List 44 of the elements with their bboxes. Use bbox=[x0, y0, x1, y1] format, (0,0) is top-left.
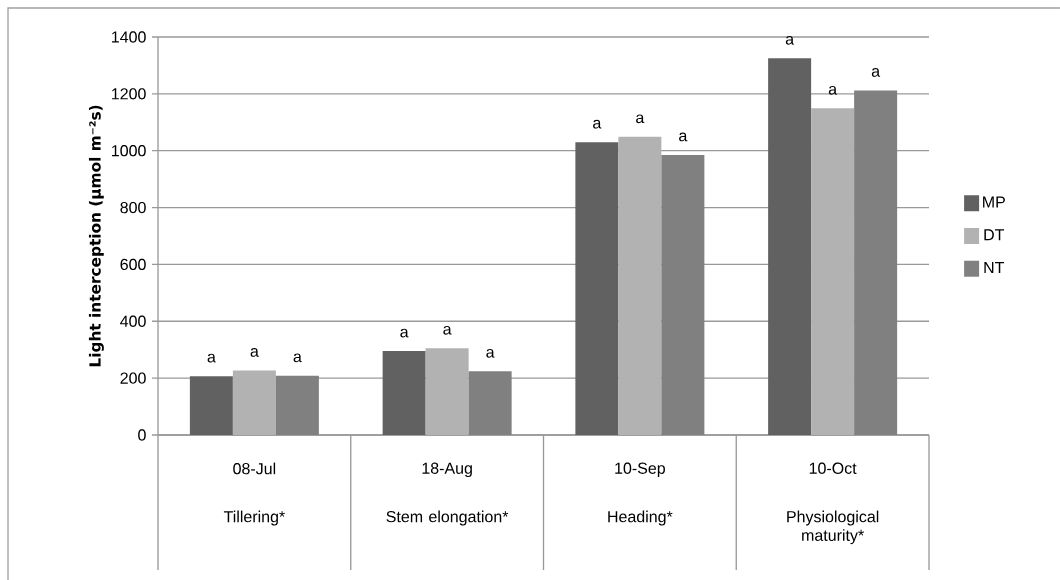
bar bbox=[854, 90, 898, 435]
data-label: a bbox=[871, 68, 881, 77]
text: Tillering* bbox=[223, 510, 285, 526]
data-label: a bbox=[636, 114, 645, 124]
bar bbox=[425, 348, 469, 435]
x-tick-label: 08-Jul bbox=[233, 462, 276, 475]
text: Heading* bbox=[608, 510, 673, 526]
data-label: a bbox=[250, 348, 259, 357]
data-label: a bbox=[400, 328, 409, 338]
data-label: a bbox=[593, 119, 602, 129]
x-tick-label: 18-Aug bbox=[422, 462, 472, 478]
data-label: a bbox=[828, 85, 838, 95]
legend-label: MP bbox=[983, 196, 1005, 208]
bar bbox=[232, 370, 276, 435]
y-tick-label: 1000 bbox=[112, 145, 146, 157]
bar bbox=[811, 108, 855, 435]
y-tick-label: 0 bbox=[138, 429, 146, 441]
bar bbox=[275, 375, 319, 435]
bar bbox=[468, 371, 512, 435]
y-tick-label: 800 bbox=[120, 201, 146, 214]
data-label: a bbox=[293, 353, 302, 363]
bar bbox=[382, 351, 426, 435]
y-tick-label: 1200 bbox=[112, 88, 146, 100]
legend-label: NT bbox=[984, 262, 1005, 274]
x-tick-label: 10-Sep bbox=[615, 462, 665, 478]
x-tick-label: 10-Oct bbox=[809, 462, 857, 474]
data-label: a bbox=[785, 35, 795, 45]
y-tick-label: 400 bbox=[120, 315, 146, 327]
bar bbox=[575, 142, 619, 435]
data-label: a bbox=[443, 325, 452, 335]
y-tick-label: 200 bbox=[120, 372, 146, 384]
text: Physiological maturity* bbox=[787, 510, 879, 545]
text: Stem elongation* bbox=[386, 510, 509, 526]
bar bbox=[189, 376, 233, 435]
bar bbox=[661, 154, 705, 435]
y-tick-label: 1400 bbox=[112, 31, 146, 43]
bar bbox=[768, 58, 812, 435]
data-label: a bbox=[486, 348, 495, 358]
y-axis-title: Light interception (µmol m⁻²s) bbox=[88, 105, 104, 367]
legend-label: DT bbox=[984, 229, 1005, 241]
data-label: a bbox=[679, 132, 688, 142]
data-label: a bbox=[207, 353, 216, 363]
y-tick-label: 600 bbox=[120, 258, 146, 271]
bar bbox=[618, 136, 662, 435]
